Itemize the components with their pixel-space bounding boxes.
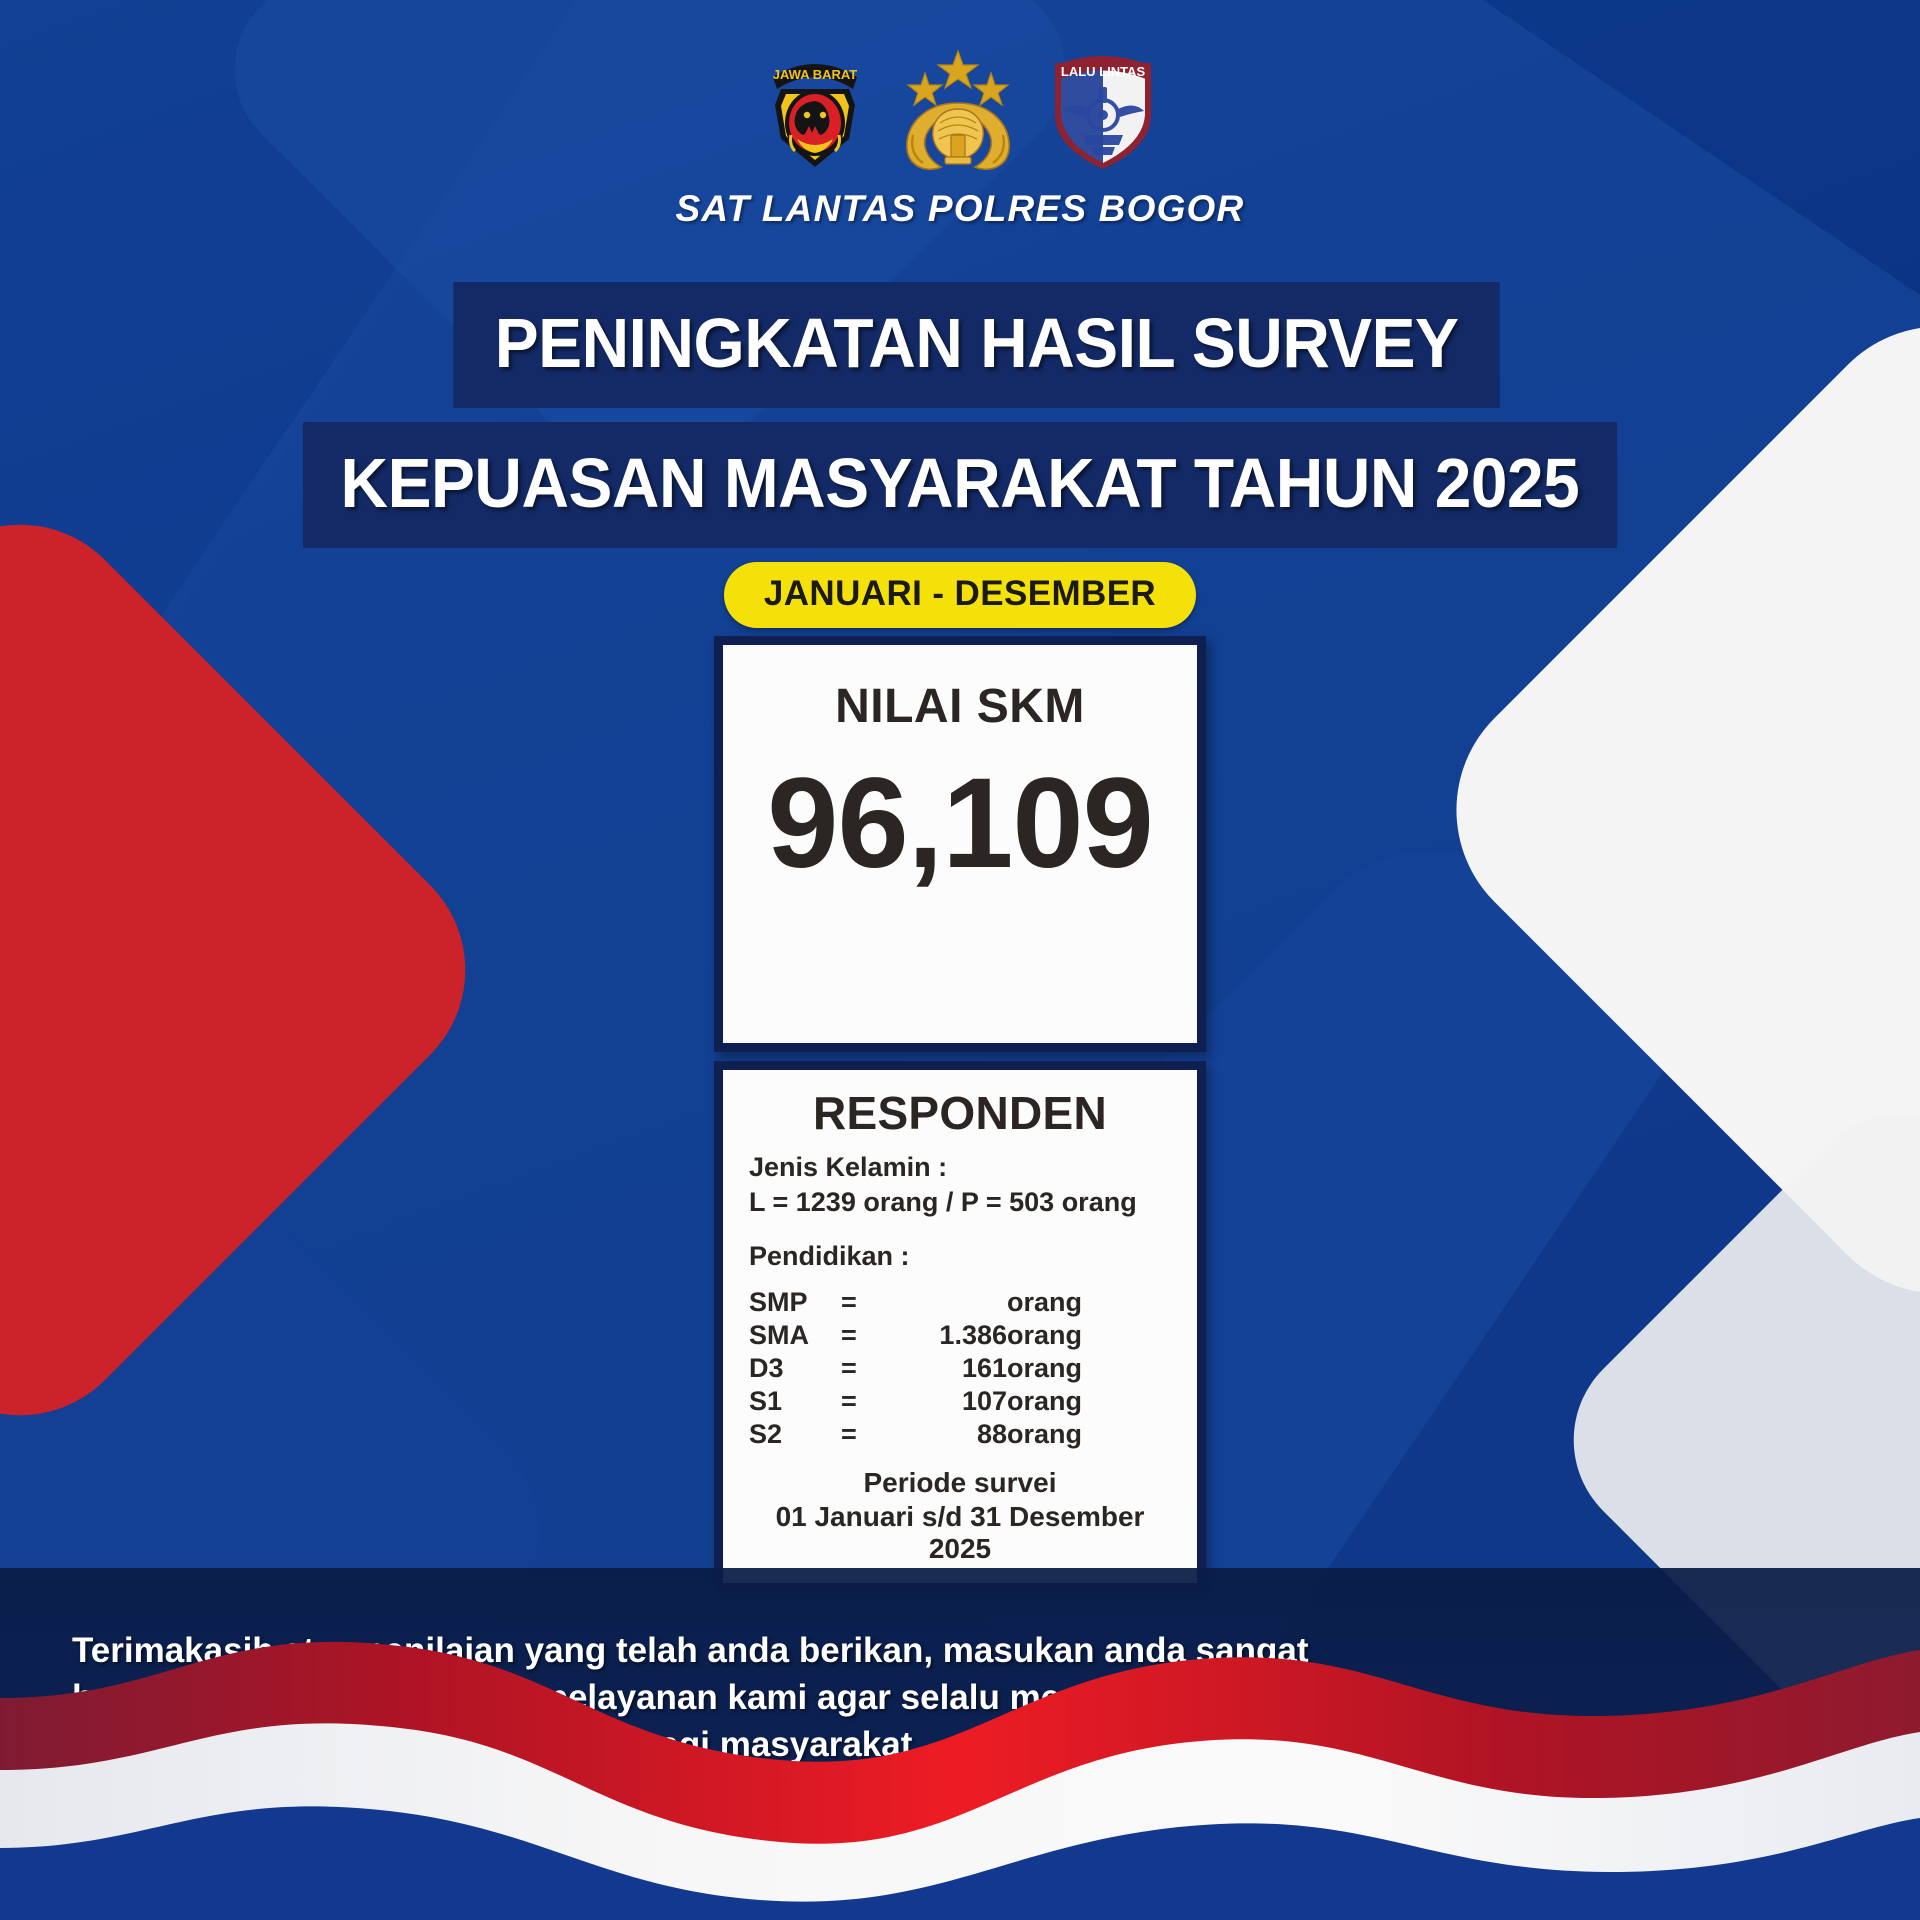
education-count: 107 bbox=[961, 1385, 1007, 1416]
organization-name: SAT LANTAS POLRES BOGOR bbox=[675, 188, 1245, 229]
education-level: S1 bbox=[749, 1385, 783, 1416]
education-equals: = bbox=[841, 1352, 857, 1383]
education-unit: orang bbox=[1007, 1319, 1083, 1350]
header: JAWA BARAT bbox=[0, 40, 1920, 230]
responden-body: Jenis Kelamin : L = 1239 orang / P = 503… bbox=[723, 1150, 1197, 1565]
education-unit: orang bbox=[1007, 1352, 1083, 1383]
education-count: 1.386 bbox=[939, 1319, 1007, 1350]
title-line-2: KEPUASAN MASYARAKAT TAHUN 2025 bbox=[303, 422, 1617, 548]
table-row: SMA = 1.386 orang bbox=[749, 1319, 1171, 1352]
logo-row: JAWA BARAT bbox=[0, 40, 1920, 180]
nilai-skm-value: 96,109 bbox=[767, 752, 1153, 895]
title-line-1: PENINGKATAN HASIL SURVEY bbox=[453, 282, 1501, 408]
jawa-barat-badge-icon: JAWA BARAT bbox=[761, 43, 869, 180]
education-level: SMP bbox=[749, 1286, 808, 1317]
education-level: S2 bbox=[749, 1418, 783, 1449]
education-count bbox=[889, 1286, 1007, 1319]
education-equals: = bbox=[841, 1385, 857, 1416]
table-row: S2 = 88 orang bbox=[749, 1418, 1171, 1451]
education-count: 161 bbox=[961, 1352, 1007, 1383]
periode-block: Periode survei 01 Januari s/d 31 Desembe… bbox=[749, 1467, 1171, 1565]
periode-range: 01 Januari s/d 31 Desember 2025 bbox=[775, 1500, 1145, 1564]
education-table: SMP = orang SMA = 1.386 orang D3 bbox=[749, 1286, 1171, 1451]
flag-ribbon bbox=[0, 1641, 1920, 1920]
period-badge: JANUARI - DESEMBER bbox=[723, 562, 1197, 628]
gender-label: Jenis Kelamin : bbox=[749, 1152, 948, 1182]
svg-text:LALU LINTAS: LALU LINTAS bbox=[1061, 64, 1146, 79]
gender-value: L = 1239 orang / P = 503 orang bbox=[749, 1186, 1137, 1217]
stats-cards: NILAI SKM 96,109 RESPONDEN Jenis Kelamin… bbox=[714, 636, 1206, 1592]
education-level: SMA bbox=[749, 1319, 809, 1350]
education-equals: = bbox=[841, 1418, 857, 1449]
education-unit: orang bbox=[1007, 1418, 1083, 1449]
period-badge-wrap: JANUARI - DESEMBER bbox=[0, 562, 1920, 628]
lalu-lintas-badge-icon: LALU LINTAS bbox=[1047, 43, 1159, 180]
title-block: PENINGKATAN HASIL SURVEY KEPUASAN MASYAR… bbox=[0, 282, 1920, 548]
table-row: D3 = 161 orang bbox=[749, 1352, 1171, 1385]
polri-emblem-icon bbox=[895, 39, 1021, 180]
svg-text:JAWA BARAT: JAWA BARAT bbox=[773, 67, 858, 82]
education-unit: orang bbox=[1007, 1385, 1083, 1416]
table-row: SMP = orang bbox=[749, 1286, 1171, 1319]
education-label: Pendidikan : bbox=[749, 1241, 910, 1272]
responden-title: RESPONDEN bbox=[812, 1087, 1108, 1139]
responden-card: RESPONDEN Jenis Kelamin : L = 1239 orang… bbox=[714, 1061, 1206, 1592]
periode-title: Periode survei bbox=[863, 1466, 1057, 1498]
education-equals: = bbox=[841, 1286, 857, 1317]
ribbon-navy-band bbox=[0, 1806, 1920, 1920]
education-level: D3 bbox=[749, 1352, 784, 1383]
table-row: S1 = 107 orang bbox=[749, 1385, 1171, 1418]
nilai-skm-label: NILAI SKM bbox=[835, 680, 1085, 733]
education-equals: = bbox=[841, 1319, 857, 1350]
education-count: 88 bbox=[976, 1418, 1007, 1449]
education-unit: orang bbox=[1007, 1286, 1083, 1317]
nilai-skm-card: NILAI SKM 96,109 bbox=[714, 636, 1206, 1052]
